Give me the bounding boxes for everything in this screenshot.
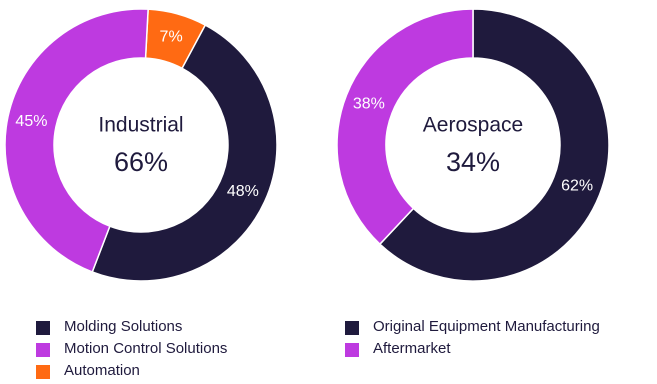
legend-label: Aftermarket: [373, 340, 451, 357]
center-label: Aerospace: [423, 114, 523, 137]
center-label: Industrial: [98, 114, 183, 137]
legend-swatch: [345, 321, 359, 335]
legend-swatch: [36, 365, 50, 379]
legend-label: Molding Solutions: [64, 318, 183, 335]
donut-chart-aerospace: 62% 38% Aerospace 34%: [336, 8, 610, 282]
center-value: 34%: [446, 147, 500, 177]
legend-swatch: [36, 321, 50, 335]
legend-label: Motion Control Solutions: [64, 340, 228, 357]
donut-slice: [4, 8, 149, 273]
donut-slice: [378, 8, 610, 282]
legend-swatch: [345, 343, 359, 357]
slice-label: 62%: [561, 178, 593, 195]
donut-slice: [91, 24, 278, 282]
legend-label: Automation: [64, 362, 140, 379]
slice-label: 38%: [353, 95, 385, 112]
legend-label: Original Equipment Manufacturing: [373, 318, 600, 335]
slice-label: 7%: [160, 29, 183, 46]
donut-chart-industrial: 7% 48% 45% Industrial 66%: [4, 8, 278, 282]
legend-swatch: [36, 343, 50, 357]
donut-charts: 7% 48% 45% Industrial 66% 62% 38% Aerospace 34%: [4, 8, 610, 282]
slice-label: 48%: [227, 183, 259, 200]
center-value: 66%: [114, 147, 168, 177]
donut-slice: [336, 8, 474, 246]
slice-label: 45%: [15, 113, 47, 130]
